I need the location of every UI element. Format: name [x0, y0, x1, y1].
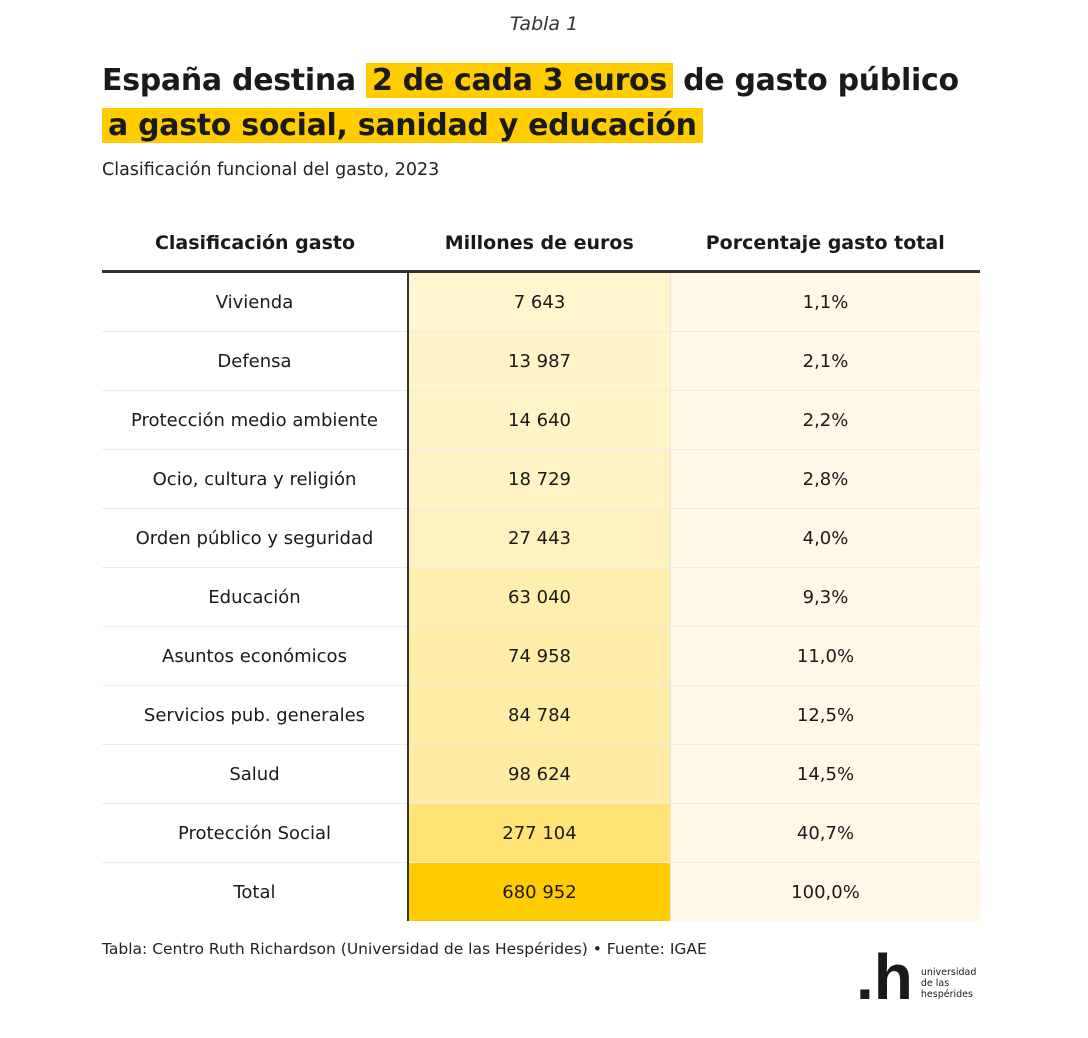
cell-millions: 74 958	[408, 626, 671, 686]
cell-percent: 9,3%	[670, 567, 980, 627]
table-row: Defensa 13 987 2,1%	[102, 331, 980, 391]
logo-mark: .h	[856, 941, 913, 1013]
cell-millions: 7 643	[408, 271, 671, 332]
column-header[interactable]: Clasificación gasto	[102, 215, 408, 273]
cell-percent: 2,8%	[670, 449, 980, 509]
cell-percent: 12,5%	[670, 685, 980, 745]
table-row: Salud 98 624 14,5%	[102, 744, 980, 804]
cell-percent: 40,7%	[670, 803, 980, 863]
table-row: Protección medio ambiente 14 640 2,2%	[102, 390, 980, 450]
table-row: Servicios pub. generales 84 784 12,5%	[102, 685, 980, 745]
cell-percent: 4,0%	[670, 508, 980, 568]
subtitle: Clasificación funcional del gasto, 2023	[102, 160, 440, 180]
table-row: Ocio, cultura y religión 18 729 2,8%	[102, 449, 980, 509]
university-logo: .h universidad de las hespérides	[856, 941, 977, 1013]
cell-millions: 13 987	[408, 331, 671, 391]
cell-millions: 680 952	[408, 862, 671, 921]
title-highlight: 2 de cada 3 euros	[365, 63, 673, 98]
cell-percent: 1,1%	[670, 271, 980, 332]
cell-category: Protección Social	[102, 803, 409, 863]
cell-percent: 14,5%	[670, 744, 980, 804]
cell-percent: 11,0%	[670, 626, 980, 686]
table-row: Asuntos económicos 74 958 11,0%	[102, 626, 980, 686]
cell-category: Defensa	[102, 331, 409, 391]
table-row: Total 680 952 100,0%	[102, 862, 980, 921]
table-row: Vivienda 7 643 1,1%	[102, 271, 980, 332]
column-header[interactable]: Porcentaje gasto total	[670, 215, 980, 273]
cell-millions: 63 040	[408, 567, 671, 627]
cell-millions: 84 784	[408, 685, 671, 745]
cell-category: Salud	[102, 744, 409, 804]
cell-category: Total	[102, 862, 409, 921]
cell-category: Servicios pub. generales	[102, 685, 409, 745]
table-kicker: Tabla 1	[509, 13, 579, 35]
cell-millions: 14 640	[408, 390, 671, 450]
data-table: Clasificación gasto Millones de euros Po…	[102, 215, 980, 921]
cell-category: Vivienda	[102, 271, 409, 332]
cell-percent: 2,2%	[670, 390, 980, 450]
cell-category: Educación	[102, 567, 409, 627]
table-row: Protección Social 277 104 40,7%	[102, 803, 980, 863]
table-row: Orden público y seguridad 27 443 4,0%	[102, 508, 980, 568]
logo-text: universidad de las hespérides	[920, 967, 977, 1000]
table-row: Educación 63 040 9,3%	[102, 567, 980, 627]
cell-percent: 2,1%	[670, 331, 980, 391]
cell-millions: 18 729	[408, 449, 671, 509]
title-highlight: a gasto social, sanidad y educación	[102, 108, 703, 143]
page-title: España destina 2 de cada 3 euros de gast…	[102, 58, 1002, 148]
cell-category: Protección medio ambiente	[102, 390, 409, 450]
cell-millions: 98 624	[408, 744, 671, 804]
title-text: de gasto público	[672, 63, 959, 98]
cell-category: Ocio, cultura y religión	[102, 449, 409, 509]
cell-millions: 277 104	[408, 803, 671, 863]
header-row: Clasificación gasto Millones de euros Po…	[102, 215, 980, 273]
cell-percent: 100,0%	[670, 862, 980, 921]
title-text: España destina	[102, 63, 366, 98]
source-note: Tabla: Centro Ruth Richardson (Universid…	[102, 940, 707, 958]
cell-category: Orden público y seguridad	[102, 508, 409, 568]
column-header[interactable]: Millones de euros	[408, 215, 671, 273]
cell-category: Asuntos económicos	[102, 626, 409, 686]
cell-millions: 27 443	[408, 508, 671, 568]
